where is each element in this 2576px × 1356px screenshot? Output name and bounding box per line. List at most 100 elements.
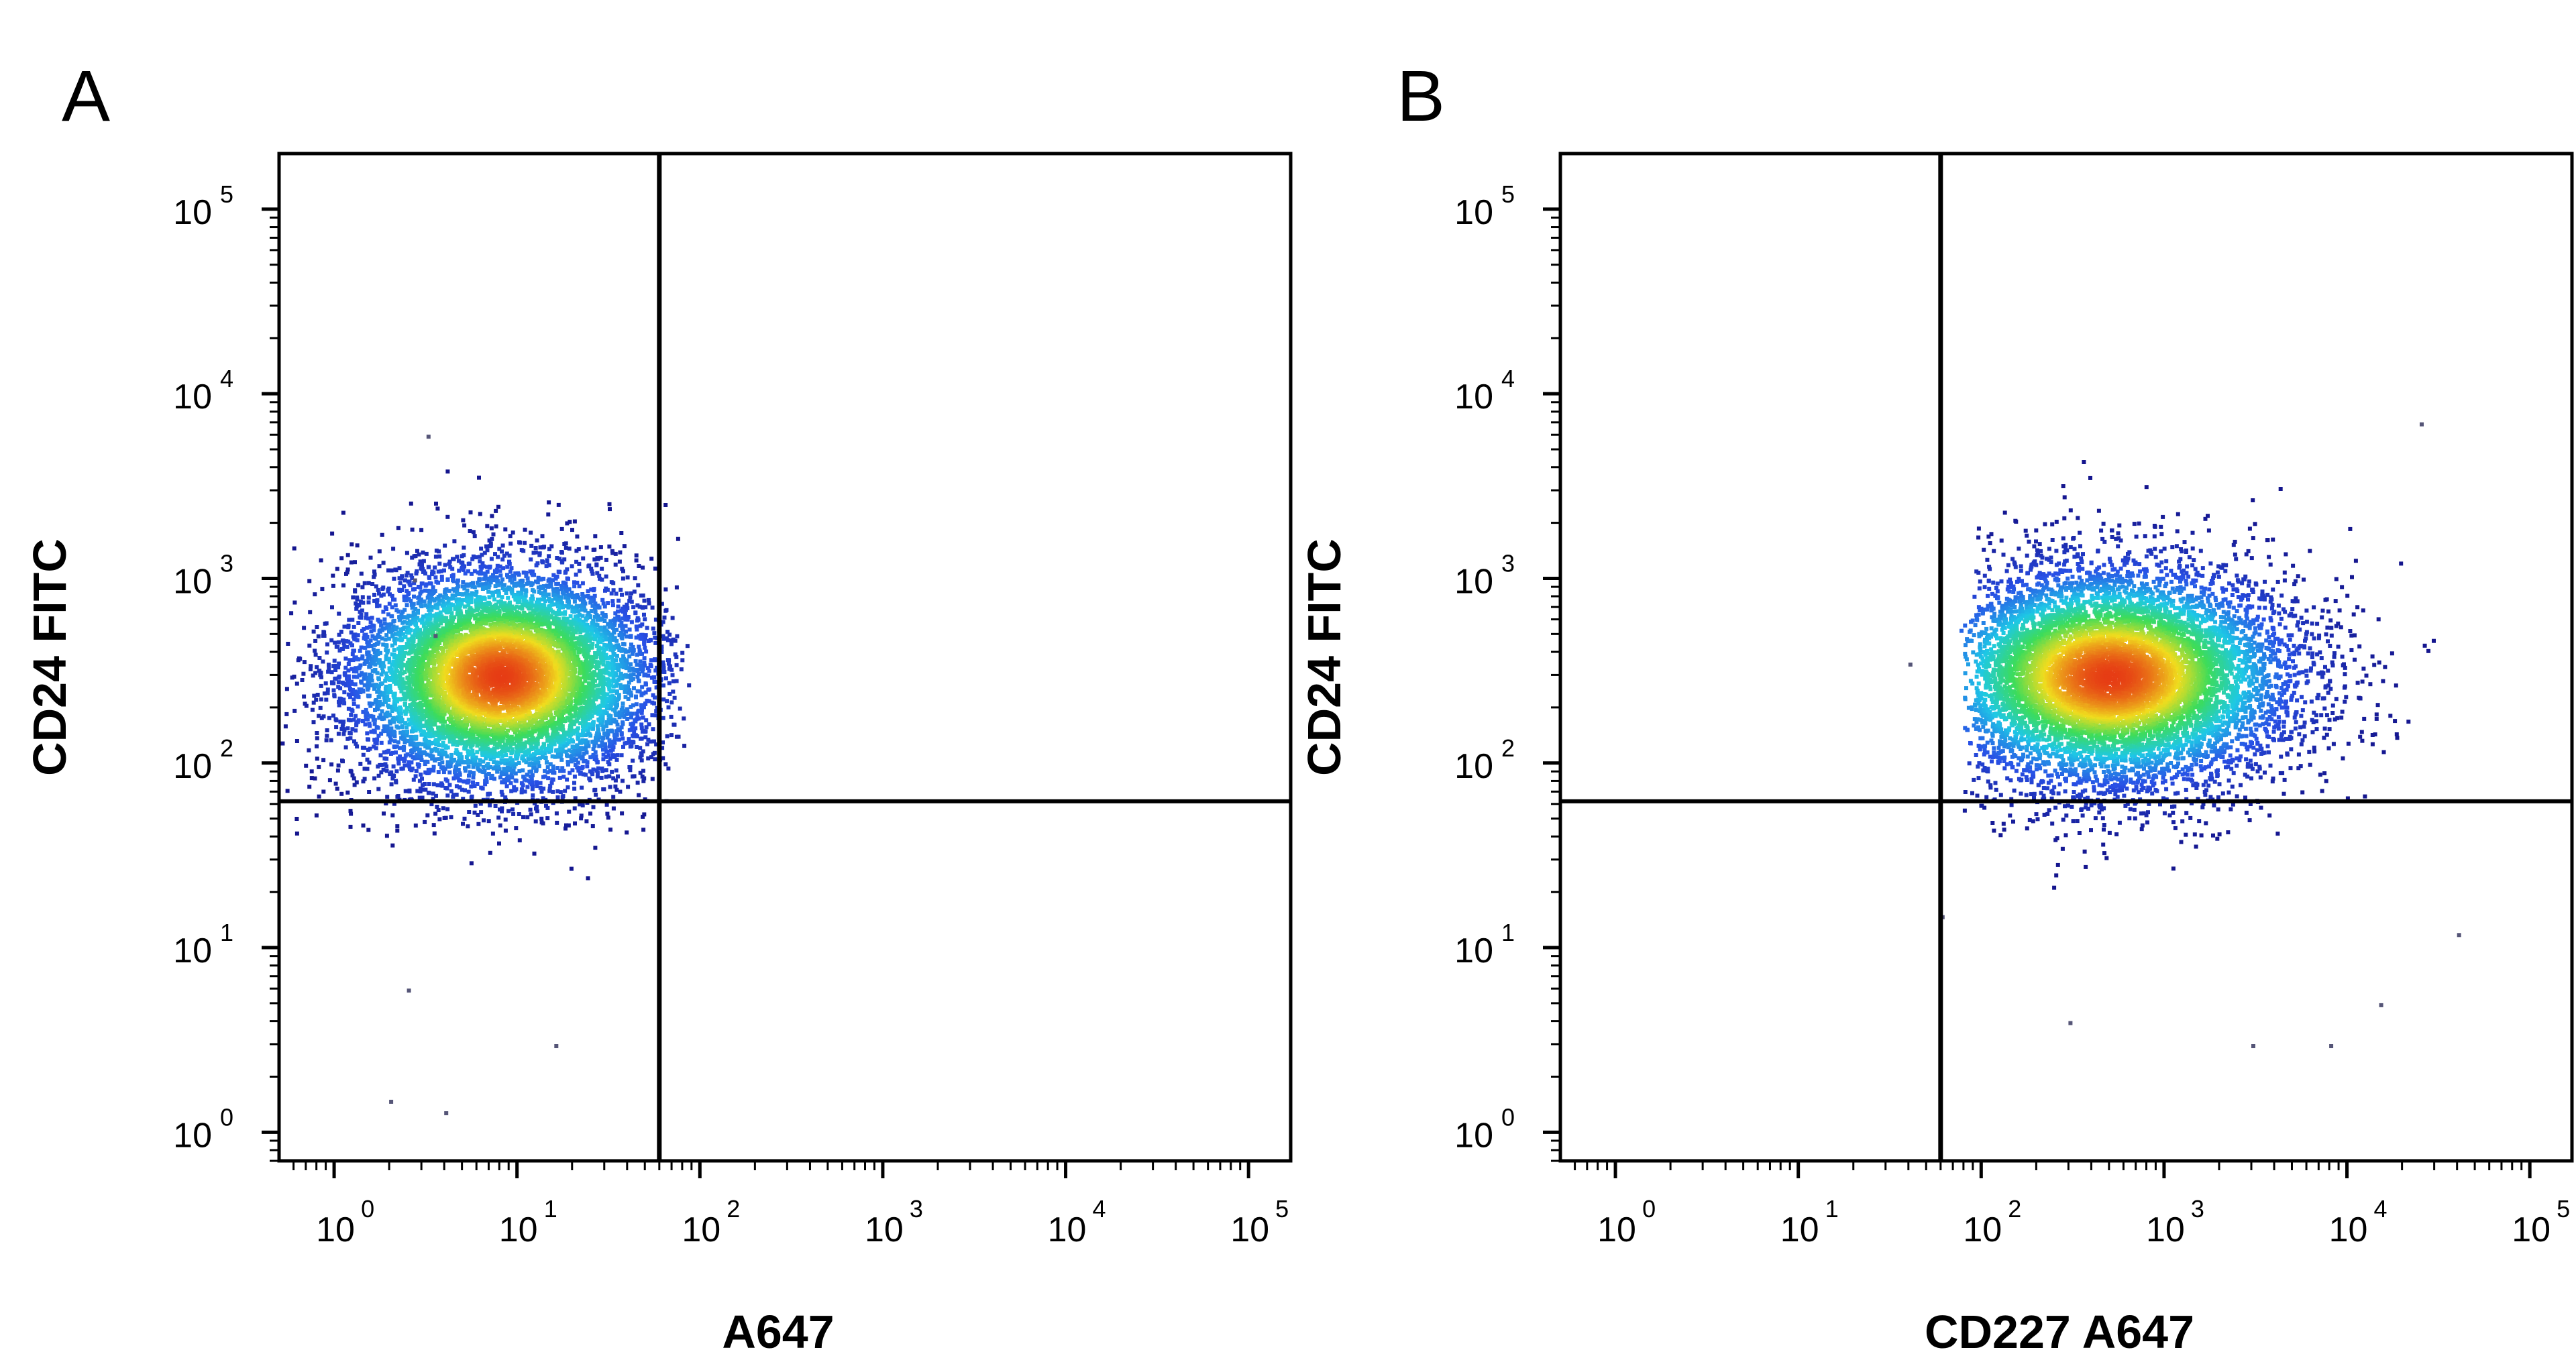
event-dot <box>498 824 502 828</box>
event-dot <box>470 861 474 865</box>
event-dot <box>510 566 514 570</box>
event-dot <box>502 554 506 558</box>
event-dot <box>643 735 647 739</box>
event-dot <box>503 527 507 531</box>
event-dot <box>526 576 530 580</box>
event-dot <box>523 528 527 532</box>
event-dot <box>357 604 361 608</box>
event-dot <box>384 633 388 637</box>
event-dot <box>653 567 657 571</box>
event-dot <box>409 583 413 587</box>
event-dot <box>467 774 471 778</box>
event-dot <box>509 789 513 793</box>
event-dot <box>380 587 384 591</box>
event-dot <box>639 624 643 628</box>
event-dot <box>651 777 655 781</box>
event-dot <box>394 769 398 773</box>
event-dot <box>356 598 360 602</box>
event-dot <box>608 785 612 789</box>
event-dot <box>651 752 655 756</box>
event-dot <box>478 571 482 575</box>
event-dot <box>500 806 504 810</box>
event-dot <box>280 742 284 746</box>
event-dot <box>474 804 478 808</box>
event-dot <box>529 557 533 561</box>
event-dot <box>478 758 482 762</box>
event-dot <box>317 765 321 769</box>
event-dot <box>637 564 641 568</box>
event-dot <box>600 767 604 771</box>
event-dot <box>580 738 584 742</box>
event-dot <box>452 557 456 561</box>
event-dot <box>445 578 449 582</box>
event-dot <box>396 526 400 530</box>
event-dot <box>450 567 454 571</box>
event-dot <box>672 723 676 727</box>
event-dot <box>576 651 580 655</box>
event-dot <box>520 787 524 791</box>
event-dot <box>476 782 480 786</box>
event-dot <box>472 530 476 534</box>
event-dot <box>634 659 638 663</box>
event-dot <box>635 745 639 749</box>
event-dot <box>415 571 419 575</box>
event-dot <box>500 557 504 561</box>
event-dot <box>650 713 654 717</box>
event-dot <box>391 547 395 551</box>
event-dot <box>504 817 508 822</box>
event-dot <box>433 565 437 569</box>
event-dot <box>416 762 420 767</box>
event-dot <box>358 649 362 653</box>
event-dot <box>317 795 321 799</box>
event-dot <box>639 594 643 598</box>
event-dot <box>510 735 514 739</box>
event-dot <box>508 542 513 546</box>
event-dot <box>314 653 318 657</box>
event-dot <box>680 658 684 662</box>
event-dot <box>619 683 623 687</box>
event-dot <box>636 710 640 714</box>
event-dot <box>633 576 637 580</box>
event-dot <box>454 748 458 752</box>
event-dot <box>596 683 600 687</box>
event-dot <box>616 667 620 671</box>
event-dot <box>305 704 309 708</box>
event-dot <box>496 765 500 769</box>
event-dot <box>645 742 649 746</box>
event-dot <box>633 611 637 615</box>
event-dot <box>357 695 361 699</box>
event-dot <box>661 716 665 720</box>
event-dot <box>349 809 353 813</box>
event-dot <box>337 764 341 768</box>
event-dot <box>315 665 319 669</box>
event-dot <box>401 627 405 631</box>
event-dot <box>319 675 323 679</box>
event-dot <box>413 663 417 667</box>
event-dot <box>466 824 470 828</box>
event-dot <box>469 785 473 789</box>
event-dot <box>470 572 474 576</box>
event-dot <box>645 626 649 630</box>
event-dot <box>462 524 466 528</box>
event-dot <box>633 718 637 722</box>
event-dot <box>352 702 356 706</box>
event-dot <box>385 795 389 799</box>
event-dot <box>596 775 600 779</box>
event-dot <box>641 730 645 734</box>
event-dot <box>666 658 670 662</box>
event-dot <box>461 598 465 602</box>
event-dot <box>564 546 568 550</box>
event-dot <box>486 762 490 766</box>
event-dot <box>361 601 365 605</box>
event-dot <box>560 527 564 531</box>
event-dot <box>595 644 599 648</box>
event-dot <box>405 730 409 734</box>
event-dot <box>675 585 679 589</box>
event-dot <box>372 624 376 628</box>
event-dot <box>641 828 645 832</box>
event-dot <box>476 822 480 826</box>
event-dot <box>447 783 451 787</box>
event-dot <box>587 681 591 685</box>
event-dot <box>502 767 506 771</box>
event-dot <box>437 770 441 774</box>
